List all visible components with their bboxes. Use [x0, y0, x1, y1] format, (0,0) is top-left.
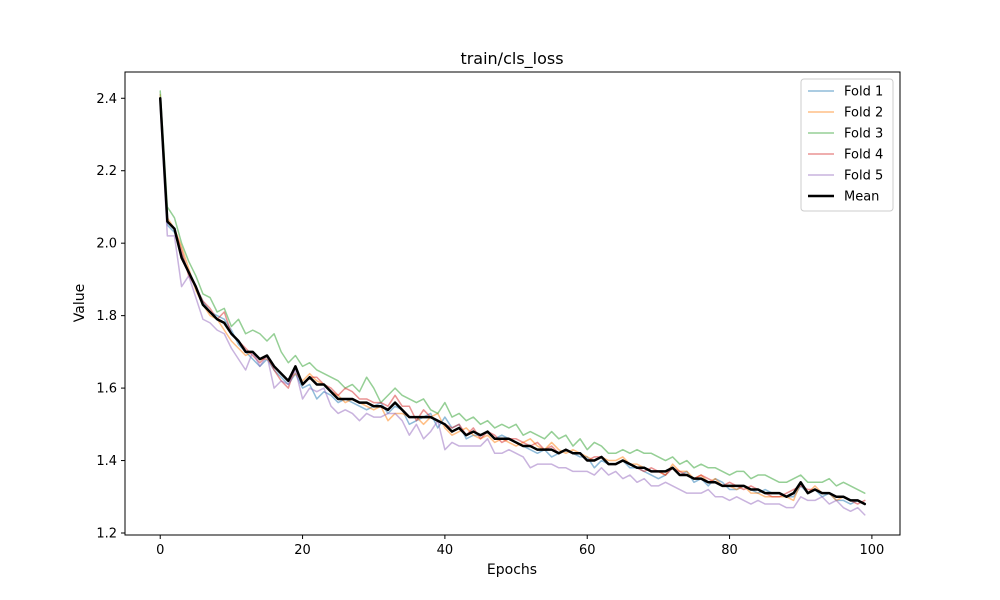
y-tick-label: 1.8	[96, 309, 117, 324]
x-tick-label: 40	[437, 543, 454, 558]
series-line-mean	[158, 97, 867, 506]
series-line-fold-3	[159, 90, 866, 494]
x-tick-label: 100	[859, 543, 884, 558]
x-axis-label: Epochs	[487, 562, 537, 578]
x-tick-label: 20	[294, 543, 311, 558]
legend-label-fold-2: Fold 2	[844, 106, 883, 121]
legend-label-fold-5: Fold 5	[844, 169, 883, 184]
chart-title: train/cls_loss	[460, 49, 563, 69]
legend-label-fold-4: Fold 4	[844, 148, 883, 163]
x-tick-label: 0	[156, 543, 164, 558]
legend-label-fold-3: Fold 3	[844, 127, 883, 142]
y-tick-label: 2.0	[96, 237, 117, 252]
axes: 0 20 40 60 80 100 1.2 1.4 1.6 1.8 2.0 2.2 2.4	[96, 71, 901, 558]
x-tick-label: 60	[579, 543, 596, 558]
y-axis-label: Value	[72, 284, 88, 322]
y-tick-label: 2.2	[96, 164, 117, 179]
y-tick-label: 1.2	[96, 527, 117, 542]
y-tick-label: 2.4	[96, 92, 117, 107]
y-tick-label: 1.6	[96, 382, 117, 397]
x-tick-label: 80	[721, 543, 738, 558]
legend: Fold 1 Fold 2 Fold 3 Fold 4 Fold 5 Mean	[800, 78, 894, 212]
plot-frame	[124, 71, 901, 536]
legend-label-fold-1: Fold 1	[844, 85, 883, 100]
y-tick-label: 1.4	[96, 454, 117, 469]
series-lines	[158, 90, 867, 516]
legend-label-mean: Mean	[844, 190, 879, 205]
series-line-fold-5	[159, 104, 866, 516]
